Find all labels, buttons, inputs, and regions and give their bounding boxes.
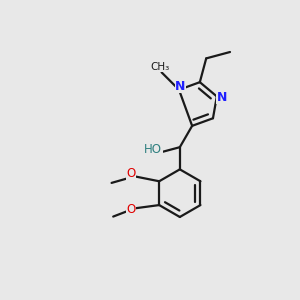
Text: N: N — [217, 91, 227, 104]
Text: O: O — [126, 203, 136, 216]
Text: N: N — [175, 80, 186, 93]
Text: CH₃: CH₃ — [151, 62, 170, 72]
Text: O: O — [126, 167, 136, 180]
Text: HO: HO — [144, 143, 162, 156]
